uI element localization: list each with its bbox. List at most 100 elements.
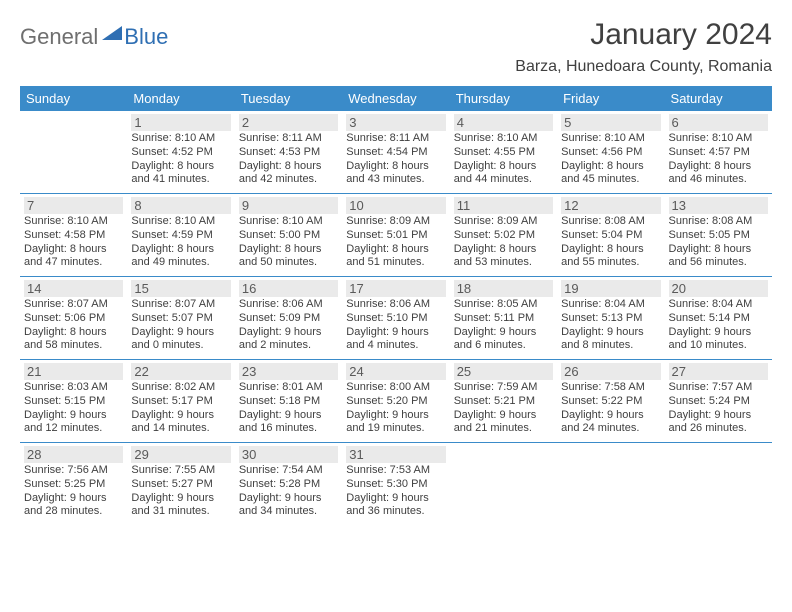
day-number: 13 — [669, 197, 768, 214]
day-number: 16 — [239, 280, 338, 297]
sunrise-text: Sunrise: 7:55 AM — [131, 464, 230, 478]
day-number: 5 — [561, 114, 660, 131]
calendar-week-row: 14Sunrise: 8:07 AMSunset: 5:06 PMDayligh… — [20, 277, 772, 360]
sunrise-text: Sunrise: 8:08 AM — [669, 215, 768, 229]
sunset-text: Sunset: 4:56 PM — [561, 146, 660, 160]
daylight-text: Daylight: 8 hours and 51 minutes. — [346, 243, 445, 271]
daylight-text: Daylight: 8 hours and 49 minutes. — [131, 243, 230, 271]
sunrise-text: Sunrise: 7:54 AM — [239, 464, 338, 478]
daylight-text: Daylight: 9 hours and 2 minutes. — [239, 326, 338, 354]
daylight-text: Daylight: 9 hours and 31 minutes. — [131, 492, 230, 520]
sunrise-text: Sunrise: 8:10 AM — [131, 132, 230, 146]
sunrise-text: Sunrise: 8:09 AM — [346, 215, 445, 229]
sunset-text: Sunset: 5:20 PM — [346, 395, 445, 409]
sunrise-text: Sunrise: 7:58 AM — [561, 381, 660, 395]
calendar-day-cell: 19Sunrise: 8:04 AMSunset: 5:13 PMDayligh… — [557, 277, 664, 360]
sunrise-text: Sunrise: 8:04 AM — [669, 298, 768, 312]
calendar-day-cell: 13Sunrise: 8:08 AMSunset: 5:05 PMDayligh… — [665, 194, 772, 277]
daylight-text: Daylight: 9 hours and 16 minutes. — [239, 409, 338, 437]
calendar-day-cell: 7Sunrise: 8:10 AMSunset: 4:58 PMDaylight… — [20, 194, 127, 277]
sunrise-text: Sunrise: 8:07 AM — [24, 298, 123, 312]
calendar-week-row: 7Sunrise: 8:10 AMSunset: 4:58 PMDaylight… — [20, 194, 772, 277]
calendar-body: 1Sunrise: 8:10 AMSunset: 4:52 PMDaylight… — [20, 111, 772, 525]
daylight-text: Daylight: 8 hours and 47 minutes. — [24, 243, 123, 271]
calendar-day-cell: 2Sunrise: 8:11 AMSunset: 4:53 PMDaylight… — [235, 111, 342, 194]
sunrise-text: Sunrise: 8:10 AM — [131, 215, 230, 229]
sunset-text: Sunset: 5:22 PM — [561, 395, 660, 409]
sunrise-text: Sunrise: 8:10 AM — [454, 132, 553, 146]
calendar-day-cell: 25Sunrise: 7:59 AMSunset: 5:21 PMDayligh… — [450, 360, 557, 443]
day-number: 25 — [454, 363, 553, 380]
day-number: 10 — [346, 197, 445, 214]
calendar-day-cell: 16Sunrise: 8:06 AMSunset: 5:09 PMDayligh… — [235, 277, 342, 360]
daylight-text: Daylight: 8 hours and 56 minutes. — [669, 243, 768, 271]
sunset-text: Sunset: 4:59 PM — [131, 229, 230, 243]
daylight-text: Daylight: 8 hours and 58 minutes. — [24, 326, 123, 354]
calendar-day-cell: 14Sunrise: 8:07 AMSunset: 5:06 PMDayligh… — [20, 277, 127, 360]
daylight-text: Daylight: 8 hours and 45 minutes. — [561, 160, 660, 188]
day-number: 2 — [239, 114, 338, 131]
sunset-text: Sunset: 5:17 PM — [131, 395, 230, 409]
calendar-day-cell: 31Sunrise: 7:53 AMSunset: 5:30 PMDayligh… — [342, 443, 449, 526]
day-number: 3 — [346, 114, 445, 131]
sunrise-text: Sunrise: 8:10 AM — [669, 132, 768, 146]
sunrise-text: Sunrise: 8:06 AM — [239, 298, 338, 312]
calendar-day-cell: 26Sunrise: 7:58 AMSunset: 5:22 PMDayligh… — [557, 360, 664, 443]
calendar-day-cell: 3Sunrise: 8:11 AMSunset: 4:54 PMDaylight… — [342, 111, 449, 194]
sunset-text: Sunset: 5:13 PM — [561, 312, 660, 326]
daylight-text: Daylight: 8 hours and 42 minutes. — [239, 160, 338, 188]
calendar-week-row: 21Sunrise: 8:03 AMSunset: 5:15 PMDayligh… — [20, 360, 772, 443]
day-number: 14 — [24, 280, 123, 297]
daylight-text: Daylight: 9 hours and 34 minutes. — [239, 492, 338, 520]
day-number: 6 — [669, 114, 768, 131]
day-number: 30 — [239, 446, 338, 463]
day-number: 4 — [454, 114, 553, 131]
sunset-text: Sunset: 5:10 PM — [346, 312, 445, 326]
daylight-text: Daylight: 8 hours and 50 minutes. — [239, 243, 338, 271]
sunset-text: Sunset: 5:02 PM — [454, 229, 553, 243]
calendar-day-cell: 23Sunrise: 8:01 AMSunset: 5:18 PMDayligh… — [235, 360, 342, 443]
daylight-text: Daylight: 8 hours and 41 minutes. — [131, 160, 230, 188]
daylight-text: Daylight: 9 hours and 14 minutes. — [131, 409, 230, 437]
calendar-day-cell: 24Sunrise: 8:00 AMSunset: 5:20 PMDayligh… — [342, 360, 449, 443]
daylight-text: Daylight: 9 hours and 10 minutes. — [669, 326, 768, 354]
month-title: January 2024 — [590, 18, 772, 52]
sunset-text: Sunset: 4:52 PM — [131, 146, 230, 160]
calendar-day-cell — [450, 443, 557, 526]
sunset-text: Sunset: 5:30 PM — [346, 478, 445, 492]
day-number: 26 — [561, 363, 660, 380]
logo-text-general: General — [20, 24, 98, 50]
daylight-text: Daylight: 9 hours and 8 minutes. — [561, 326, 660, 354]
day-number: 19 — [561, 280, 660, 297]
daylight-text: Daylight: 9 hours and 6 minutes. — [454, 326, 553, 354]
sunrise-text: Sunrise: 8:04 AM — [561, 298, 660, 312]
calendar-day-cell: 1Sunrise: 8:10 AMSunset: 4:52 PMDaylight… — [127, 111, 234, 194]
calendar-week-row: 1Sunrise: 8:10 AMSunset: 4:52 PMDaylight… — [20, 111, 772, 194]
calendar-day-cell: 15Sunrise: 8:07 AMSunset: 5:07 PMDayligh… — [127, 277, 234, 360]
sunrise-text: Sunrise: 8:08 AM — [561, 215, 660, 229]
day-number: 22 — [131, 363, 230, 380]
sunset-text: Sunset: 5:05 PM — [669, 229, 768, 243]
sunrise-text: Sunrise: 8:10 AM — [239, 215, 338, 229]
sunrise-text: Sunrise: 8:09 AM — [454, 215, 553, 229]
daylight-text: Daylight: 8 hours and 43 minutes. — [346, 160, 445, 188]
daylight-text: Daylight: 9 hours and 4 minutes. — [346, 326, 445, 354]
sunset-text: Sunset: 4:57 PM — [669, 146, 768, 160]
calendar-day-cell: 27Sunrise: 7:57 AMSunset: 5:24 PMDayligh… — [665, 360, 772, 443]
sunrise-text: Sunrise: 8:07 AM — [131, 298, 230, 312]
sunrise-text: Sunrise: 8:01 AM — [239, 381, 338, 395]
daylight-text: Daylight: 9 hours and 0 minutes. — [131, 326, 230, 354]
calendar-day-cell: 17Sunrise: 8:06 AMSunset: 5:10 PMDayligh… — [342, 277, 449, 360]
sunset-text: Sunset: 5:24 PM — [669, 395, 768, 409]
day-number: 23 — [239, 363, 338, 380]
sunrise-text: Sunrise: 8:11 AM — [239, 132, 338, 146]
calendar-day-cell: 22Sunrise: 8:02 AMSunset: 5:17 PMDayligh… — [127, 360, 234, 443]
sunset-text: Sunset: 5:04 PM — [561, 229, 660, 243]
daylight-text: Daylight: 9 hours and 28 minutes. — [24, 492, 123, 520]
calendar-day-cell: 5Sunrise: 8:10 AMSunset: 4:56 PMDaylight… — [557, 111, 664, 194]
daylight-text: Daylight: 9 hours and 36 minutes. — [346, 492, 445, 520]
calendar-day-cell — [665, 443, 772, 526]
calendar-day-cell: 30Sunrise: 7:54 AMSunset: 5:28 PMDayligh… — [235, 443, 342, 526]
calendar-day-cell: 11Sunrise: 8:09 AMSunset: 5:02 PMDayligh… — [450, 194, 557, 277]
daylight-text: Daylight: 8 hours and 53 minutes. — [454, 243, 553, 271]
